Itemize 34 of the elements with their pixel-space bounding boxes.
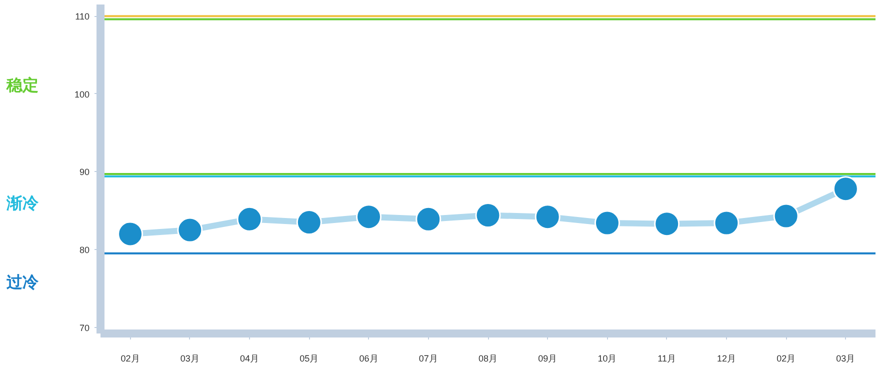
x-tick-label: 04月 <box>240 354 260 364</box>
x-tick-label: 07月 <box>418 354 438 364</box>
point <box>118 221 144 247</box>
y-tick-label: 80 <box>79 245 90 255</box>
x-tick-label: 02月 <box>776 354 796 364</box>
x-tick-label: 03月 <box>180 354 200 364</box>
point <box>177 217 203 243</box>
ref-line-label: 过冷 <box>6 272 40 292</box>
x-tick-label: 12月 <box>716 354 736 364</box>
ref-line-label: 渐冷 <box>6 194 40 213</box>
x-tick-label: 05月 <box>300 354 319 364</box>
point <box>356 204 382 230</box>
point <box>714 210 740 236</box>
y-tick-label: 70 <box>79 322 90 333</box>
x-tick-label: 08月 <box>478 354 498 364</box>
point <box>236 206 262 232</box>
point <box>296 210 322 236</box>
x-tick-label: 03月 <box>836 354 856 364</box>
point <box>534 204 560 230</box>
point <box>594 210 620 236</box>
x-tick-label: 06月 <box>359 354 378 364</box>
x-tick-label: 11月 <box>658 354 676 364</box>
x-tick-label: 02月 <box>120 354 140 364</box>
point <box>832 176 858 202</box>
point <box>773 203 799 229</box>
point <box>654 211 680 237</box>
point <box>416 206 442 232</box>
y-tick-label: 90 <box>79 167 90 178</box>
ref-line-label: 稳定 <box>6 76 38 94</box>
point <box>475 202 501 228</box>
x-tick-label: 09月 <box>538 354 558 364</box>
y-tick-label: 100 <box>74 89 90 100</box>
x-tick-label: 10月 <box>598 354 617 364</box>
y-tick-label: 110 <box>75 12 90 22</box>
